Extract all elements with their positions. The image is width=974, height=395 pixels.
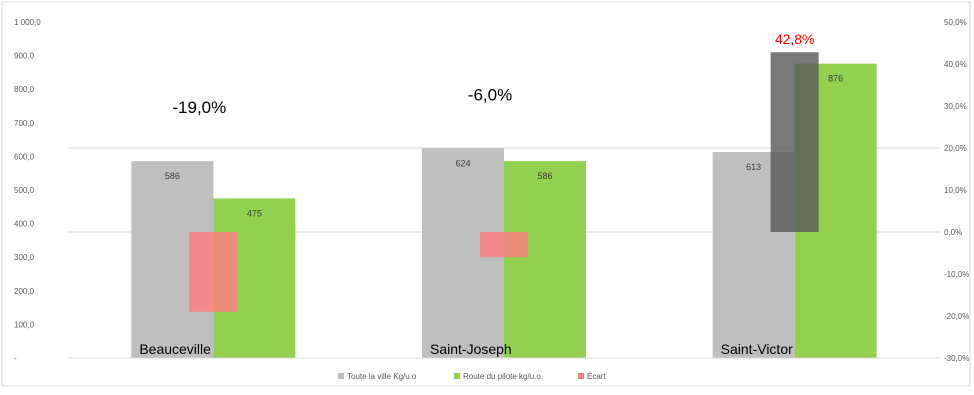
data-label-ecart: -6,0% [468, 85, 512, 104]
y-left-tick-label: 400,0 [14, 220, 35, 229]
y-right-tick-label: 10,0% [944, 186, 967, 195]
y-right-tick-label: 0,0% [944, 228, 962, 237]
y-left-tick-label: 500,0 [14, 186, 35, 195]
legend-label: Écart [587, 372, 606, 381]
legend-label: Route du pilote kg/u.o. [463, 372, 543, 381]
y-left-tick-label: 900,0 [14, 52, 35, 61]
data-label-toute-la-ville: 613 [746, 162, 761, 172]
y-left-tick-label: 100,0 [14, 320, 35, 329]
y-right-tick-label: -10,0% [944, 270, 969, 279]
bar-ecart [189, 232, 238, 312]
bar-route-du-pilote [504, 161, 586, 358]
data-label-toute-la-ville: 624 [455, 158, 470, 168]
legend-swatch [454, 373, 460, 379]
y-right-tick-label: 20,0% [944, 144, 967, 153]
bar-ecart [770, 52, 819, 232]
y-left-tick-label: 1 000,0 [14, 18, 41, 27]
data-label-route-du-pilote: 475 [247, 208, 262, 218]
legend-label: Toute la ville Kg/u.o [347, 372, 417, 381]
y-left-tick-label: 300,0 [14, 253, 35, 262]
y-right-tick-label: -30,0% [944, 354, 969, 363]
category-label: Beauceville [139, 341, 211, 357]
category-label: Saint-Joseph [430, 341, 512, 357]
data-label-route-du-pilote: 586 [537, 171, 552, 181]
y-right-tick-label: 30,0% [944, 102, 967, 111]
legend-swatch [578, 373, 584, 379]
y-left-tick-label: - [14, 354, 17, 363]
y-right-tick-label: 40,0% [944, 60, 967, 69]
y-left-tick-label: 800,0 [14, 85, 35, 94]
y-right-tick-label: -20,0% [944, 312, 969, 321]
bar-ecart [480, 232, 528, 258]
category-label: Saint-Victor [721, 341, 793, 357]
data-label-ecart: 42,8% [775, 31, 815, 47]
y-left-tick-label: 200,0 [14, 287, 35, 296]
data-label-route-du-pilote: 876 [828, 74, 843, 84]
legend-swatch [338, 373, 344, 379]
y-left-tick-label: 600,0 [14, 152, 35, 161]
y-right-tick-label: 50,0% [944, 18, 967, 27]
data-label-ecart: -19,0% [172, 98, 226, 117]
y-left-tick-label: 700,0 [14, 119, 35, 128]
data-label-toute-la-ville: 586 [165, 171, 180, 181]
